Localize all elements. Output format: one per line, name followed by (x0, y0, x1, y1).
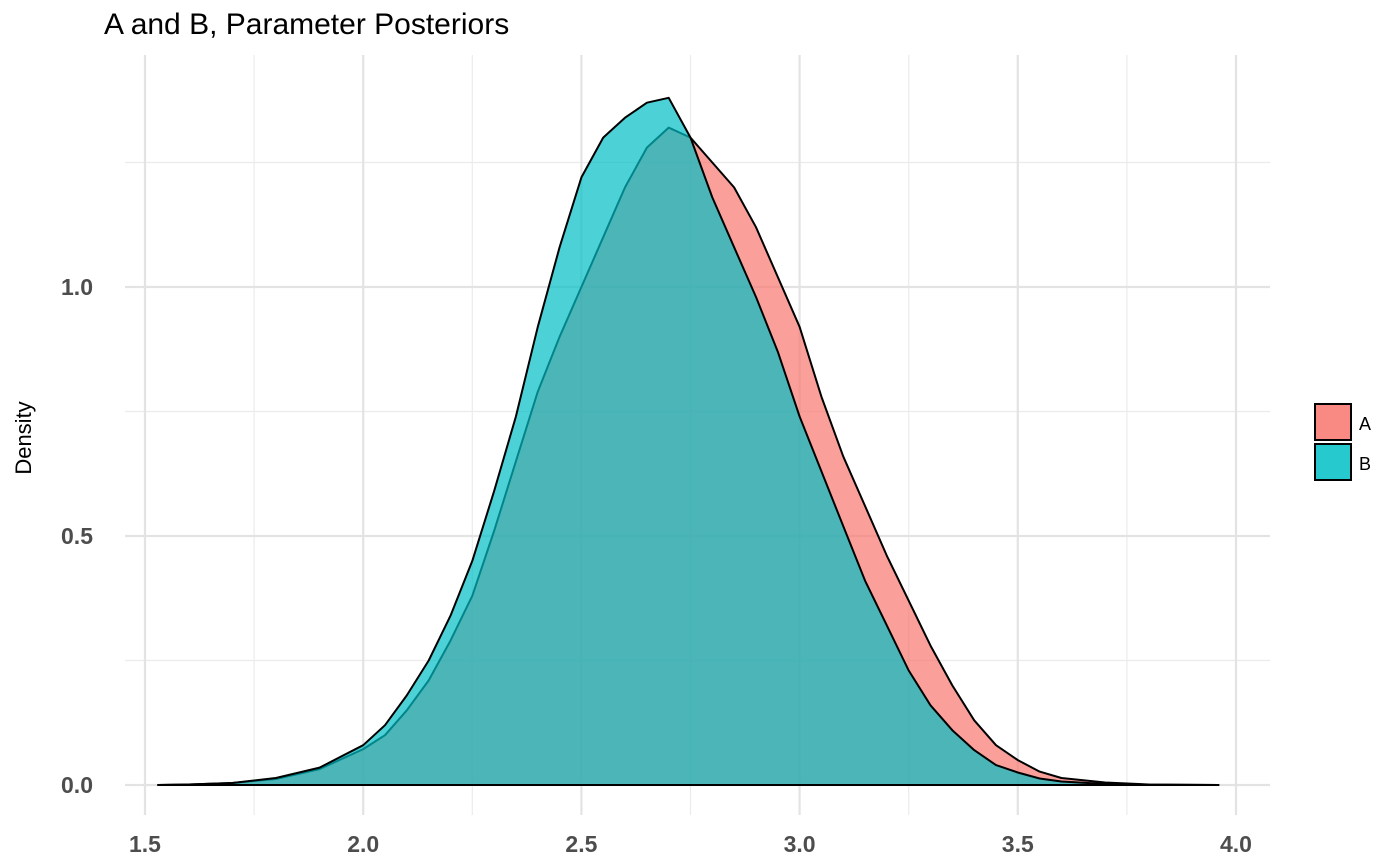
chart-title: A and B, Parameter Posteriors (104, 8, 510, 41)
x-tick-label: 2.0 (347, 831, 379, 857)
legend-key-a (1314, 403, 1352, 441)
x-tick-label: 4.0 (1220, 831, 1252, 857)
y-tick-label: 0.0 (61, 772, 93, 798)
y-tick-label: 0.5 (61, 523, 93, 549)
density-areas (157, 96, 1220, 786)
x-tick-label: 3.0 (784, 831, 816, 857)
x-tick-label: 1.5 (129, 831, 161, 857)
x-tick-label: 2.5 (565, 831, 597, 857)
legend-label-a: A (1359, 414, 1371, 434)
density-area-b (157, 96, 1220, 786)
axes: 1.5 2.0 2.5 3.0 3.5 4.0 0.0 0.5 1.0 (61, 274, 1252, 857)
legend: AB (1314, 403, 1371, 481)
legend-key-b (1314, 443, 1352, 481)
y-tick-label: 1.0 (61, 274, 93, 300)
x-tick-label: 3.5 (1002, 831, 1034, 857)
legend-label-b: B (1359, 454, 1371, 474)
